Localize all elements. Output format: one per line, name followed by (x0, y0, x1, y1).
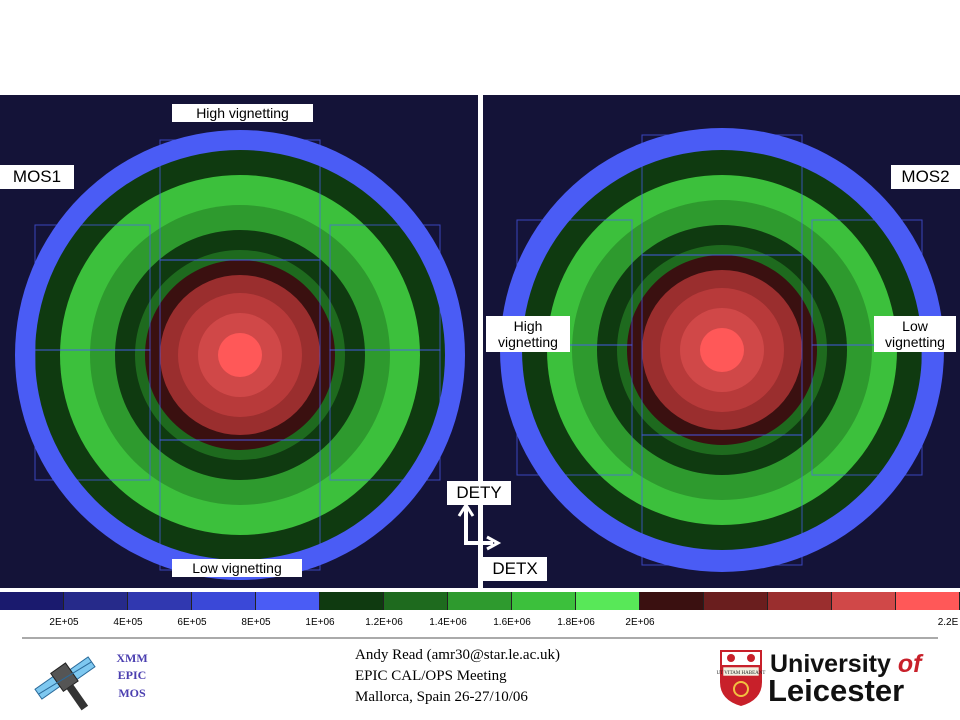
colorbar-swatch (64, 592, 128, 610)
ccd-chip-outline (329, 349, 441, 481)
high-vignetting-mos2-label: High vignetting (486, 316, 570, 353)
place-line: Mallorca, Spain 26-27/10/06 (355, 689, 528, 705)
xmm-epic-mos-logo: XMM EPIC MOS (110, 650, 154, 702)
meeting-line: EPIC CAL/OPS Meeting (355, 668, 507, 684)
axis-arrows (457, 502, 502, 551)
exposure-ring (700, 328, 744, 372)
colorbar-swatch (320, 592, 384, 610)
panel-divider (478, 95, 483, 588)
mos1-exposure-map (15, 130, 465, 580)
dety-arrow-head (457, 502, 475, 517)
colorbar-tick-label: 8E+05 (241, 617, 271, 628)
colorbar-tick-label: 1.8E+06 (557, 617, 595, 628)
logo-line-1: XMM (116, 651, 148, 665)
colorbar-swatch (576, 592, 640, 610)
colorbar-tick-label: 2E+05 (49, 617, 79, 628)
xmm-satellite-icon (34, 656, 96, 711)
low-vignetting-mos2-line1: Low (902, 318, 928, 334)
mos2-exposure-map (500, 128, 944, 572)
ccd-chip-outline (159, 139, 321, 261)
mos1-label: MOS1 (0, 165, 74, 189)
colorbar-tick-label: 2E+06 (625, 617, 655, 628)
author-line: Andy Read (amr30@star.le.ac.uk) (355, 647, 560, 663)
crest-motto: UT VITAM HABEANT (717, 671, 766, 676)
ccd-chip-outline (641, 134, 803, 256)
ccd-chip-outline (34, 224, 151, 351)
mos2-label: MOS2 (891, 165, 960, 189)
colorbar-swatch (0, 592, 64, 610)
colorbar-swatch (192, 592, 256, 610)
colorbar-swatch (128, 592, 192, 610)
colorbar-tick-label: 1.2E+06 (365, 617, 403, 628)
high-vignetting-mos2-line2: vignetting (498, 334, 558, 351)
university-line1: University of (770, 650, 924, 678)
university-line2: Leicester (768, 673, 904, 708)
university-of: of (898, 650, 924, 678)
colorbar-swatch (768, 592, 832, 610)
logo-line-3: MOS (118, 685, 146, 700)
colorbar-tick-label: 2.2E (937, 617, 959, 628)
colorbar-tick-label: 4E+05 (113, 617, 143, 628)
colorbar-swatch (448, 592, 512, 610)
high-vignetting-mos2-line1: High (513, 318, 543, 334)
exposure-ring (218, 333, 262, 377)
colorbar-tick-label: 1.4E+06 (429, 617, 467, 628)
colorbar-swatch (256, 592, 320, 610)
colorbar (0, 592, 960, 610)
high-vignetting-top-label: High vignetting (172, 104, 313, 123)
colorbar-swatch (896, 592, 960, 610)
dety-label: DETY (447, 481, 511, 505)
colorbar-swatch (384, 592, 448, 610)
university-word: University (770, 650, 891, 678)
ccd-chip-outline (811, 344, 923, 476)
ccd-chip-outline (516, 219, 633, 346)
colorbar-tick-label: 1E+06 (305, 617, 335, 628)
colorbar-tick-label: 6E+05 (177, 617, 207, 628)
colorbar-swatch (512, 592, 576, 610)
ccd-chip-outline (641, 434, 803, 566)
low-vignetting-bottom-label: Low vignetting (172, 559, 302, 578)
detx-label: DETX (483, 557, 547, 581)
logo-line-2: EPIC (117, 668, 147, 683)
university-crest: UT VITAM HABEANT (717, 650, 766, 706)
colorbar-swatch (704, 592, 768, 610)
detx-arrow-head (486, 535, 502, 551)
colorbar-tick-label: 1.6E+06 (493, 617, 531, 628)
low-vignetting-mos2-line2: vignetting (885, 334, 945, 351)
low-vignetting-mos2-label: Low vignetting (874, 316, 956, 353)
colorbar-swatch (832, 592, 896, 610)
colorbar-swatch (640, 592, 704, 610)
